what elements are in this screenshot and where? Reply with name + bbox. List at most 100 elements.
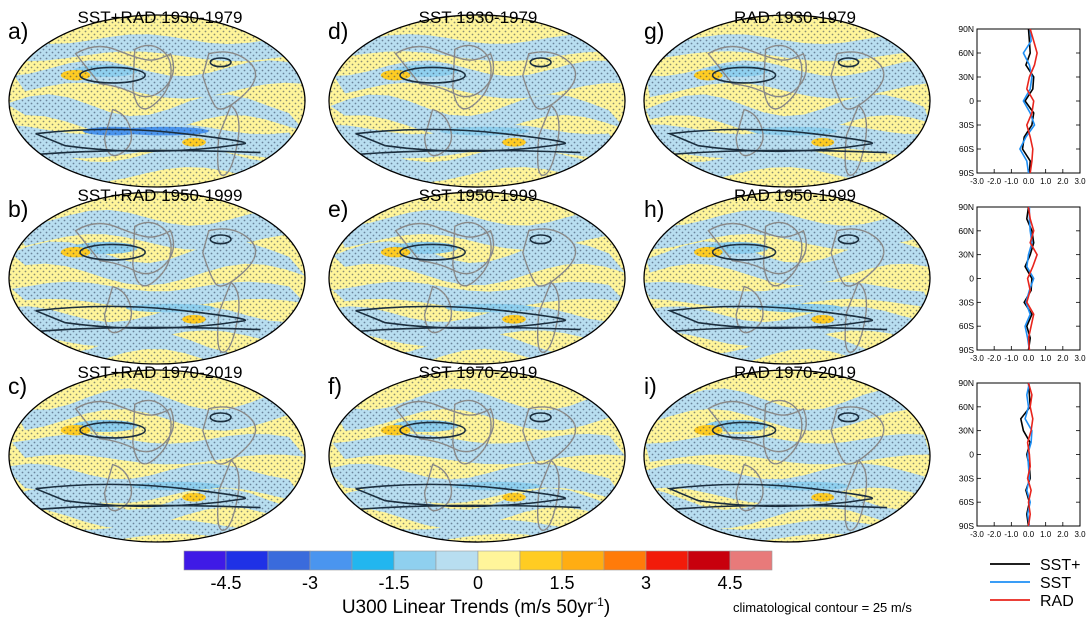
panel-title: RAD 1970-2019 (734, 363, 856, 382)
map-panel: SST+RAD 1950-1999 b) (8, 186, 306, 365)
colorbar-swatch (225, 550, 269, 571)
panel-letter: g) (644, 18, 664, 44)
colorbar-label: U300 Linear Trends (m/s 50yr-1) (342, 595, 610, 618)
map-panel: SST+RAD 1930-1979 a) (8, 8, 306, 188)
legend-label: SST+ (1040, 557, 1080, 574)
map-panel: SST 1930-1979 d) (328, 8, 626, 188)
map-border (328, 14, 626, 188)
colorbar-swatch (267, 550, 311, 571)
map-panel: SST 1950-1999 e) (328, 186, 626, 365)
colorbar-tick-label: -1.5 (378, 573, 409, 593)
profile-panel: 90N 60N 30N 0 30S 60S 90S-3.0 -2.0 -1.0 0.0 1.0 2.0… (958, 24, 1086, 186)
colorbar-swatch (519, 550, 563, 571)
profile-xtick-label: 2.0 (1057, 177, 1069, 186)
legend-label: SST (1040, 575, 1071, 592)
profile-ytick-label: 90N (958, 24, 974, 34)
profile-xtick-label: 2.0 (1057, 354, 1069, 363)
panel-letter: i) (644, 373, 657, 399)
colorbar-tick-label: 3 (641, 573, 651, 593)
map-panel: SST 1970-2019 f) (328, 363, 626, 543)
profile-xtick-label: -2.0 (987, 354, 1001, 363)
panel-title: SST+RAD 1950-1999 (78, 186, 243, 205)
panel-letter: b) (8, 196, 28, 222)
profile-xtick-label: -1.0 (1004, 354, 1018, 363)
map-border (643, 14, 931, 188)
map-border (328, 369, 626, 543)
profile-line-sst (1024, 382, 1033, 527)
colorbar-tick-label: 4.5 (717, 573, 742, 593)
map-panel: RAD 1930-1979 g) (643, 8, 931, 188)
profile-xtick-label: -3.0 (970, 530, 984, 539)
panel-title: RAD 1930-1979 (734, 8, 856, 27)
colorbar-swatch (645, 550, 689, 571)
profile-ytick-label: 60N (958, 402, 974, 412)
profile-line-sst (1024, 207, 1035, 351)
profile-xtick-label: -3.0 (970, 177, 984, 186)
profile-xtick-label: 3.0 (1074, 354, 1086, 363)
profile-ytick-label: 60S (959, 497, 974, 507)
panel-title: SST 1950-1999 (419, 186, 538, 205)
profile-xtick-label: 1.0 (1040, 530, 1052, 539)
profile-panel: 90N 60N 30N 0 30S 60S 90S-3.0 -2.0 -1.0 0.0 1.0 2.0… (958, 378, 1086, 539)
colorbar-swatch (603, 550, 647, 571)
panel-letter: h) (644, 196, 664, 222)
profile-ytick-label: 90S (959, 168, 974, 178)
panel-title: SST 1970-2019 (419, 363, 538, 382)
panel-letter: d) (328, 18, 348, 44)
profile-line-rad (1025, 28, 1038, 174)
profile-ytick-label: 60S (959, 321, 974, 331)
profile-ytick-label: 30S (959, 120, 974, 130)
panel-letter: a) (8, 18, 28, 44)
colorbar-tick-label: -4.5 (210, 573, 241, 593)
colorbar-tick-label: -3 (302, 573, 318, 593)
colorbar-swatch (729, 550, 773, 571)
colorbar-tick-label: 0 (473, 573, 483, 593)
profile-ytick-label: 60N (958, 226, 974, 236)
colorbar-swatch (477, 550, 521, 571)
panel-letter: e) (328, 196, 348, 222)
profile-xtick-label: -3.0 (970, 354, 984, 363)
profile-xtick-label: -1.0 (1004, 530, 1018, 539)
profile-xtick-label: -2.0 (987, 530, 1001, 539)
profile-line-sstplus (1023, 206, 1035, 351)
map-border (8, 191, 306, 365)
colorbar-swatch (435, 550, 479, 571)
profile-xtick-label: 0.0 (1023, 530, 1035, 539)
map-border (8, 14, 306, 188)
panel-title: SST+RAD 1970-2019 (78, 363, 243, 382)
map-border (643, 369, 931, 543)
colorbar-tick-label: 1.5 (549, 573, 574, 593)
profile-xtick-label: 3.0 (1074, 530, 1086, 539)
profile-line-rad (1026, 382, 1034, 527)
panel-letter: f) (328, 373, 342, 399)
profile-xtick-label: 1.0 (1040, 177, 1052, 186)
colorbar-swatch (183, 550, 227, 571)
panel-title: SST+RAD 1930-1979 (78, 8, 243, 27)
profile-xtick-label: 3.0 (1074, 177, 1086, 186)
profile-ytick-label: 30S (959, 297, 974, 307)
profile-ytick-label: 0 (969, 274, 974, 284)
legend-label: RAD (1040, 593, 1074, 610)
contour-note: climatological contour = 25 m/s (733, 600, 912, 615)
profile-ytick-label: 0 (969, 450, 974, 460)
profile-xtick-label: -1.0 (1004, 177, 1018, 186)
map-panel: RAD 1950-1999 h) (643, 186, 931, 365)
colorbar-swatch (309, 550, 353, 571)
map-panel: SST+RAD 1970-2019 c) (8, 363, 306, 543)
profile-xtick-label: -2.0 (987, 177, 1001, 186)
panel-title: SST 1930-1979 (419, 8, 538, 27)
profile-ytick-label: 30N (958, 250, 974, 260)
profile-ytick-label: 90S (959, 345, 974, 355)
profile-line-sst (1018, 28, 1036, 174)
colorbar-swatch (561, 550, 605, 571)
profile-ytick-label: 90N (958, 378, 974, 388)
profile-panel: 90N 60N 30N 0 30S 60S 90S-3.0 -2.0 -1.0 0.0 1.0 2.0… (958, 202, 1086, 363)
profile-ytick-label: 60N (958, 48, 974, 58)
colorbar-swatch (687, 550, 731, 571)
profile-xtick-label: 0.0 (1023, 177, 1035, 186)
map-panel: RAD 1970-2019 i) (643, 363, 931, 543)
profile-ytick-label: 90N (958, 202, 974, 212)
